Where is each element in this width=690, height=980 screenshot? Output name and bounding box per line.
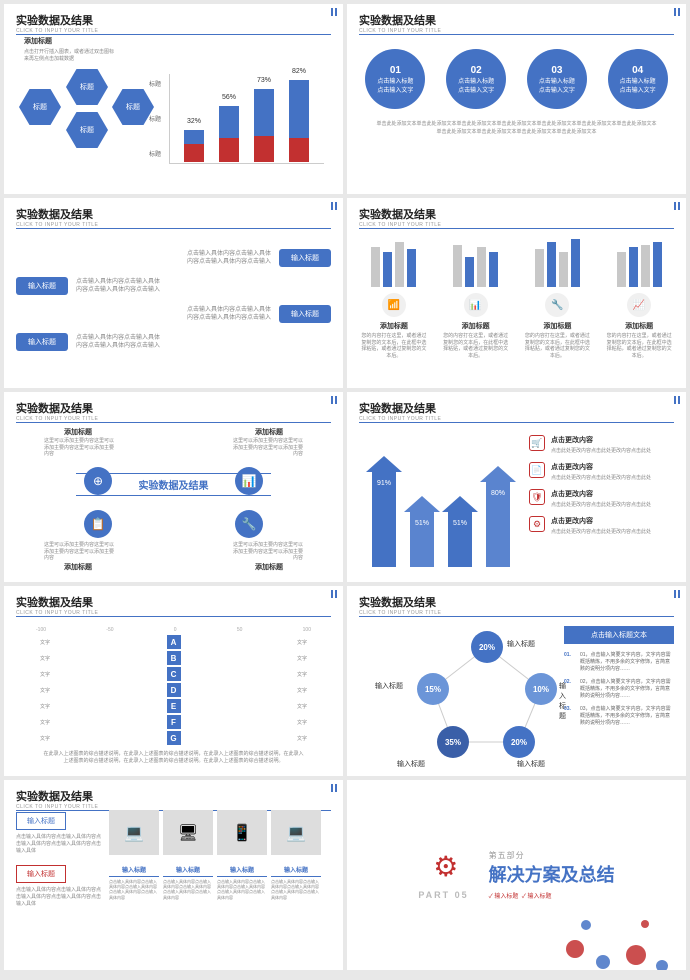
thumb: 💻	[109, 810, 159, 855]
circle: 03点击输入标题点击输入文字	[527, 49, 587, 109]
list-item: ⚙点击更改内容点击此处更改内容点击此处更改内容点击此处	[529, 516, 674, 535]
thumb: 🖥	[163, 810, 213, 855]
desc: 单击此处添加文本单击此处添加文本单击此处添加文本单击此处添加文本单击此处添加文本…	[359, 121, 674, 136]
slide-1: 实验数据及结果CLICK TO INPUT YOUR TITLE 添加标题 点击…	[4, 4, 343, 194]
hex: 标题	[66, 112, 108, 148]
part-num: 第五部分	[489, 850, 615, 861]
list-item: 02，点击输入简要文字内容，文字内容需概括精炼，不用多余的文字修饰，言简意赅的说…	[564, 679, 674, 700]
col: 输入标题点击输入具体内容点击输入具体内容点击输入具体内容点击输入具体内容点击输入…	[109, 865, 159, 900]
slide-5: 实验数据及结果CLICK TO INPUT YOUR TITLE 实验数据及结果…	[4, 392, 343, 582]
pill: 输入标题	[279, 249, 331, 267]
desc: 在此录入上述图表的综合描述说明，在此录入上述图表的综合描述说明，在此录入上述图表…	[16, 751, 331, 765]
slide-10: ⚙ PART 05 第五部分 解决方案及总结 ✓ 输入标题 ✓ 输入标题	[347, 780, 686, 970]
diverging-bars: -100-50050100 文字A文字文字B文字文字C文字文字D文字文字E文字文…	[36, 627, 311, 745]
circle: 04点击输入标题点击输入文字	[608, 49, 668, 109]
gear-icon: ⚙	[418, 850, 458, 890]
slide-3: 实验数据及结果CLICK TO INPUT YOUR TITLE 点击输入具体内…	[4, 198, 343, 388]
title-btn: 点击输入标题文本	[564, 626, 674, 644]
right-panel: 点击输入标题文本 01，点击输入简要文字内容，文字内容需概括精炼，不用多余的文字…	[564, 626, 674, 733]
dots-decor	[546, 900, 686, 970]
slide-6: 实验数据及结果CLICK TO INPUT YOUR TITLE 91%51%5…	[347, 392, 686, 582]
thumb: 💻	[271, 810, 321, 855]
slide-9: 实验数据及结果CLICK TO INPUT YOUR TITLE 输入标题 点击…	[4, 780, 343, 970]
col: 输入标题点击输入具体内容点击输入具体内容点击输入具体内容点击输入具体内容点击输入…	[163, 865, 213, 900]
col: 📶添加标题您的内容打在这里，或者通过复制您的文本后，在此框中选择粘贴，或者通过复…	[359, 237, 429, 359]
hex: 标题	[66, 69, 108, 105]
list-item: 📄点击更改内容点击此处更改内容点击此处更改内容点击此处	[529, 462, 674, 481]
thumb: 📱	[217, 810, 267, 855]
col: 🔧添加标题您的内容打在这里，或者通过复制您的文本后，在此框中选择粘贴，或者通过复…	[523, 237, 593, 359]
circle-icon: 📋	[84, 510, 112, 538]
grouped-bars: 📶添加标题您的内容打在这里，或者通过复制您的文本后，在此框中选择粘贴，或者通过复…	[359, 237, 674, 359]
circle-icon: 📊	[235, 467, 263, 495]
header: 实验数据及结果CLICK TO INPUT YOUR TITLE	[16, 12, 331, 35]
circle: 01点击输入标题点击输入文字	[365, 49, 425, 109]
col: 输入标题点击输入具体内容点击输入具体内容点击输入具体内容点击输入具体内容点击输入…	[271, 865, 321, 900]
circle-row: 01点击输入标题点击输入文字 02点击输入标题点击输入文字 03点击输入标题点击输入…	[359, 49, 674, 109]
title: 实验数据及结果	[16, 12, 331, 28]
left-col: 输入标题 点击输入具体内容点击输入具体内容点击输入具体内容点击输入具体内容点击输…	[16, 810, 101, 916]
part-en: PART 05	[418, 890, 468, 900]
slide-7: 实验数据及结果CLICK TO INPUT YOUR TITLE -100-50…	[4, 586, 343, 776]
bar-chart: 标题 标题 标题 32%56%73%82%	[174, 74, 324, 174]
add-title: 添加标题	[24, 36, 52, 46]
pentagon: 20%输入标题10%输入标题20%输入标题35%输入标题15%输入标题	[417, 631, 557, 761]
hex: 标题	[112, 89, 154, 125]
subtitle: CLICK TO INPUT YOUR TITLE	[16, 28, 331, 34]
slide-2: 实验数据及结果CLICK TO INPUT YOUR TITLE 01点击输入标…	[347, 4, 686, 194]
bottom-cols: 输入标题点击输入具体内容点击输入具体内容点击输入具体内容点击输入具体内容点击输入…	[109, 865, 321, 900]
circle-icon: 🔧	[235, 510, 263, 538]
hex: 标题	[19, 89, 61, 125]
desc: 点击打开行插入图表，或者通过双击图标 来再左侧点击加载数据	[24, 48, 114, 62]
list-item: 01，点击输入简要文字内容，文字内容需概括精炼，不用多余的文字修饰，言简意赅的说…	[564, 652, 674, 673]
list-item: 03，点击输入简要文字内容，文字内容需概括精炼，不用多余的文字修饰，言简意赅的说…	[564, 706, 674, 727]
slide-4: 实验数据及结果CLICK TO INPUT YOUR TITLE 📶添加标题您的…	[347, 198, 686, 388]
section-title: 解决方案及总结	[489, 861, 615, 887]
item-list: 🛒点击更改内容点击此处更改内容点击此处更改内容点击此处 📄点击更改内容点击此处更改…	[529, 427, 674, 543]
circle: 02点击输入标题点击输入文字	[446, 49, 506, 109]
col: 📈添加标题您的内容打在这里，或者通过复制您的文本后，在此框中选择粘贴，或者通过复…	[604, 237, 674, 359]
slide-8: 实验数据及结果CLICK TO INPUT YOUR TITLE 20%输入标题…	[347, 586, 686, 776]
list-item: 🛡点击更改内容点击此处更改内容点击此处更改内容点击此处	[529, 489, 674, 508]
image-row: 💻🖥📱💻	[109, 810, 321, 855]
circle-icon: ⊕	[84, 467, 112, 495]
list-item: 🛒点击更改内容点击此处更改内容点击此处更改内容点击此处	[529, 435, 674, 454]
col: 输入标题点击输入具体内容点击输入具体内容点击输入具体内容点击输入具体内容点击输入…	[217, 865, 267, 900]
col: 📊添加标题您的内容打在这里，或者通过复制您的文本后，在此框中选择粘贴，或者通过复…	[441, 237, 511, 359]
